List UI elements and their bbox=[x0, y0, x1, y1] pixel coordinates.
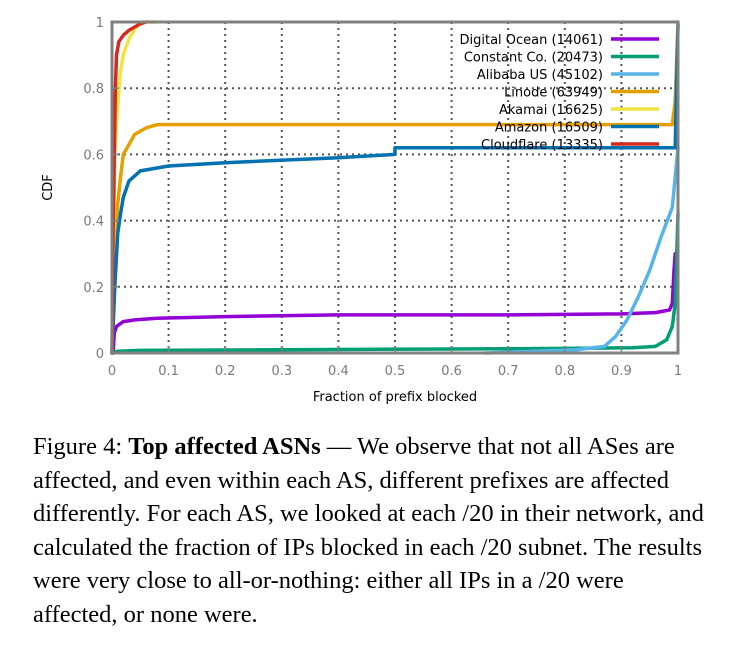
legend-label: Amazon (16509) bbox=[495, 121, 603, 136]
series-line bbox=[111, 251, 677, 355]
y-tick-label: 0.2 bbox=[83, 281, 104, 296]
x-axis-title: Fraction of prefix blocked bbox=[313, 390, 477, 405]
series-line bbox=[110, 20, 680, 355]
x-tick-label: 0.8 bbox=[554, 364, 575, 379]
series-lines bbox=[110, 20, 680, 355]
legend-label: Constant Co. (20473) bbox=[464, 51, 603, 66]
y-tick-label: 0.6 bbox=[83, 148, 104, 163]
y-tick-label: 1 bbox=[96, 16, 104, 31]
series-line bbox=[110, 212, 680, 355]
x-tick-label: 0.7 bbox=[498, 364, 519, 379]
legend-label: Alibaba US (45102) bbox=[477, 68, 603, 83]
figure-caption: Figure 4: Top affected ASNs — We observe… bbox=[33, 430, 713, 631]
x-tick-label: 0.3 bbox=[271, 364, 292, 379]
y-axis-title: CDF bbox=[41, 174, 56, 201]
x-tick-label: 0.6 bbox=[441, 364, 462, 379]
x-tick-label: 0.9 bbox=[611, 364, 632, 379]
x-tick-label: 0 bbox=[108, 364, 116, 379]
y-tick-label: 0 bbox=[96, 347, 104, 362]
legend-label: Digital Ocean (14061) bbox=[459, 33, 603, 48]
x-tick-label: 0.2 bbox=[215, 364, 236, 379]
x-tick-label: 0.1 bbox=[158, 364, 179, 379]
axis-ticks: 0 0.1 0.2 0.3 0.4 0.5 0.6 0.7 0.8 0.9 1 0 0.2 0.4 0.6 0… bbox=[83, 16, 682, 379]
y-tick-label: 0.8 bbox=[83, 82, 104, 97]
caption-text: — We observe that not all ASes are affec… bbox=[33, 433, 704, 628]
legend-label: Cloudflare (13335) bbox=[481, 138, 603, 153]
cdf-chart: 0 0.1 0.2 0.3 0.4 0.5 0.6 0.7 0.8 0.9 1 0 0.2 0.4 0.6 0… bbox=[41, 16, 682, 405]
series-line bbox=[483, 146, 680, 355]
caption-title: Top affected ASNs bbox=[128, 433, 321, 460]
legend-label: Akamai (16625) bbox=[499, 103, 603, 118]
legend: Digital Ocean (14061) Constant Co. (20473… bbox=[459, 33, 659, 153]
y-tick-label: 0.4 bbox=[83, 215, 104, 230]
series-line bbox=[110, 23, 680, 355]
caption-label: Figure 4: bbox=[33, 433, 129, 460]
x-tick-label: 1 bbox=[674, 364, 682, 379]
legend-label: Linode (63949) bbox=[504, 86, 603, 101]
x-tick-label: 0.5 bbox=[385, 364, 406, 379]
x-tick-label: 0.4 bbox=[328, 364, 349, 379]
series-line bbox=[110, 20, 148, 355]
